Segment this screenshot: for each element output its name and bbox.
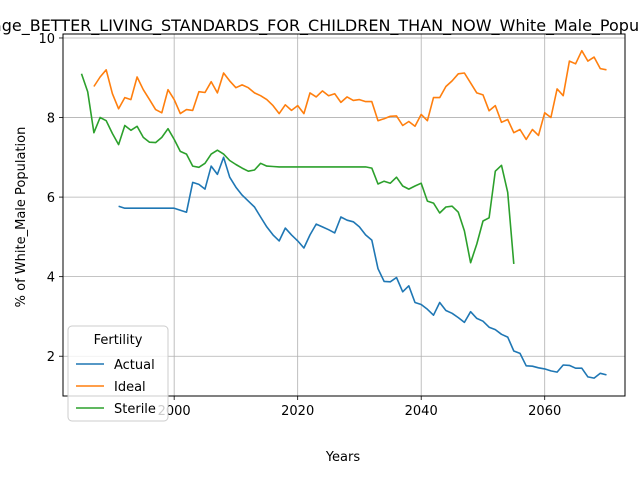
chart-title: Average_BETTER_LIVING_STANDARDS_FOR_CHIL… — [0, 16, 640, 36]
y-tick-label: 4 — [47, 271, 55, 286]
y-tick-label: 2 — [47, 350, 55, 365]
x-axis-label: Years — [325, 450, 361, 465]
legend-label-ideal: Ideal — [114, 380, 146, 395]
plot-frame — [62, 33, 626, 397]
y-axis: 2 4 6 8 10 — [38, 32, 63, 365]
y-tick-label: 10 — [38, 32, 55, 47]
legend-label-actual: Actual — [114, 358, 155, 373]
y-tick-label: 6 — [47, 191, 55, 206]
x-tick-label: 2020 — [281, 404, 314, 419]
x-axis: 2000 2020 2040 2060 — [158, 396, 561, 419]
x-tick-label: 2060 — [528, 404, 561, 419]
legend-title: Fertility — [94, 333, 143, 348]
series-layer — [80, 49, 607, 379]
y-tick-label: 8 — [47, 112, 55, 127]
series-line-ideal — [93, 49, 607, 141]
series-line-sterile — [80, 73, 515, 264]
legend: Fertility Actual Ideal Sterile — [67, 325, 169, 422]
legend-box — [67, 325, 169, 422]
y-axis-label: % of White_Male Population — [14, 127, 29, 308]
legend-label-sterile: Sterile — [114, 402, 156, 417]
legend-items: Actual Ideal Sterile — [76, 358, 156, 417]
x-tick-label: 2040 — [405, 404, 438, 419]
series-line-actual — [118, 156, 607, 379]
